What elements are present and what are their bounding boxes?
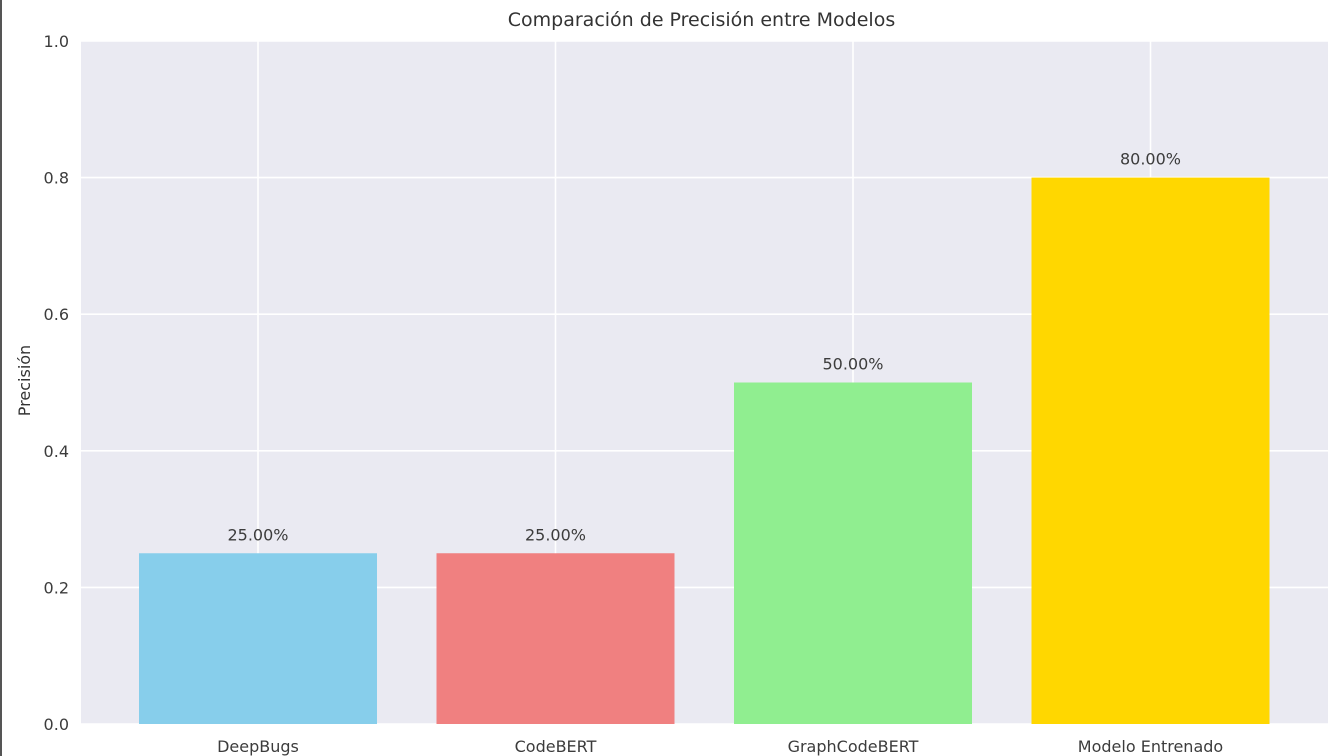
bar-value-label: 25.00% xyxy=(227,525,288,544)
bars xyxy=(139,177,1270,725)
y-axis-ticks: 0.0 0.2 0.4 0.6 0.8 1.0 xyxy=(44,32,69,734)
y-tick-label: 0.2 xyxy=(44,578,69,597)
data-labels: 25.00% 25.00% 50.00% 80.00% xyxy=(227,150,1181,545)
x-tick-label: DeepBugs xyxy=(217,737,299,756)
bar-value-label: 80.00% xyxy=(1120,150,1181,169)
y-tick-label: 0.6 xyxy=(44,305,69,324)
chart-title: Comparación de Precisión entre Modelos xyxy=(508,9,895,31)
bar xyxy=(436,553,675,724)
y-tick-label: 0.0 xyxy=(44,715,69,734)
y-tick-label: 0.4 xyxy=(44,442,69,461)
x-tick-label: Modelo Entrenado xyxy=(1078,737,1223,756)
bar-value-label: 25.00% xyxy=(525,525,586,544)
bar xyxy=(1031,177,1270,725)
x-axis-ticks: DeepBugs CodeBERT GraphCodeBERT Modelo Entr… xyxy=(217,737,1223,756)
bar-value-label: 50.00% xyxy=(822,355,883,374)
y-axis-label: Precisión xyxy=(15,345,34,416)
y-tick-label: 1.0 xyxy=(44,32,69,51)
x-tick-label: GraphCodeBERT xyxy=(788,737,919,756)
bar xyxy=(734,382,972,724)
bar xyxy=(139,553,377,724)
y-tick-label: 0.8 xyxy=(44,169,69,188)
x-tick-label: CodeBERT xyxy=(515,737,597,756)
